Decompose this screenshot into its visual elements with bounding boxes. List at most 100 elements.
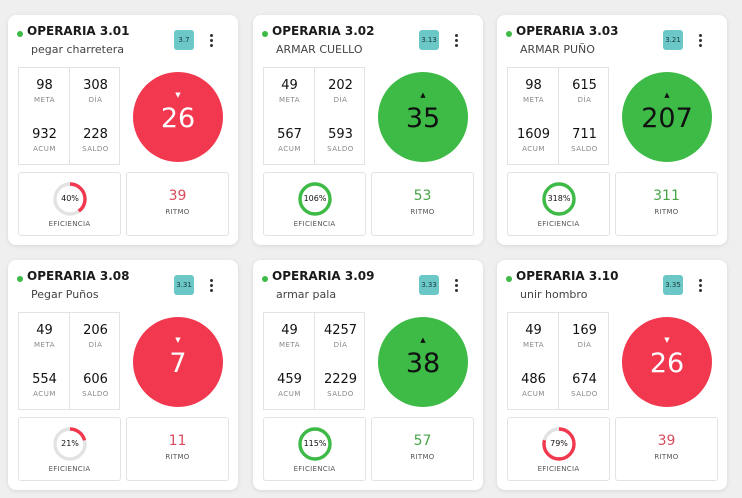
ritmo-value: 39	[657, 433, 676, 449]
acum-value: 1609	[516, 127, 551, 142]
efficiency-box: 106% EFICIENCIA	[263, 172, 366, 236]
saldo-stat: 228 SALDO	[70, 117, 121, 166]
stats-grid: 49 META 169 DÍA 486 ACUM 674 SALDO	[507, 312, 609, 410]
dia-stat: 615 DÍA	[559, 68, 610, 117]
ritmo-box: 57 RITMO	[371, 417, 474, 481]
dia-label: DÍA	[88, 96, 103, 104]
meta-stat: 98 META	[19, 68, 70, 117]
performance-value: 35	[405, 103, 441, 134]
meta-label: META	[34, 341, 55, 349]
performance-circle: ▼ 7	[133, 317, 223, 407]
dia-label: DÍA	[88, 341, 103, 349]
ritmo-label: RITMO	[410, 208, 435, 216]
meta-value: 49	[36, 323, 53, 338]
performance-value: 207	[641, 103, 693, 134]
stats-grid: 98 META 615 DÍA 1609 ACUM 711 SALDO	[507, 67, 609, 165]
efficiency-ring-icon	[542, 427, 576, 461]
ritmo-label: RITMO	[165, 208, 190, 216]
saldo-label: SALDO	[82, 145, 109, 153]
status-dot	[506, 31, 512, 37]
status-dot	[262, 31, 268, 37]
saldo-label: SALDO	[327, 390, 354, 398]
status-dot	[17, 276, 23, 282]
more-options-icon[interactable]	[695, 31, 705, 49]
meta-label: META	[34, 96, 55, 104]
more-options-icon[interactable]	[451, 31, 461, 49]
dia-value: 202	[328, 78, 353, 93]
stats-grid: 49 META 4257 DÍA 459 ACUM 2229 SALDO	[263, 312, 365, 410]
dia-value: 308	[83, 78, 108, 93]
ritmo-box: 39 RITMO	[615, 417, 718, 481]
saldo-label: SALDO	[571, 390, 598, 398]
performance-value: 7	[169, 348, 187, 379]
saldo-label: SALDO	[327, 145, 354, 153]
stats-grid: 98 META 308 DÍA 932 ACUM 228 SALDO	[18, 67, 120, 165]
meta-value: 98	[525, 78, 542, 93]
efficiency-box: 115% EFICIENCIA	[263, 417, 366, 481]
dia-value: 615	[572, 78, 597, 93]
acum-value: 932	[32, 127, 57, 142]
ritmo-label: RITMO	[410, 453, 435, 461]
meta-stat: 98 META	[508, 68, 559, 117]
efficiency-value: 115%	[303, 439, 327, 448]
ritmo-value: 53	[413, 188, 432, 204]
dia-stat: 206 DÍA	[70, 313, 121, 362]
acum-stat: 459 ACUM	[264, 362, 315, 411]
ritmo-label: RITMO	[654, 453, 679, 461]
station-badge: 3.7	[174, 30, 194, 50]
efficiency-box: 21% EFICIENCIA	[18, 417, 121, 481]
performance-circle: ▼ 26	[133, 72, 223, 162]
saldo-stat: 2229 SALDO	[315, 362, 366, 411]
status-dot	[262, 276, 268, 282]
efficiency-label: EFICIENCIA	[293, 465, 336, 473]
meta-stat: 49 META	[264, 68, 315, 117]
efficiency-ring-icon	[53, 182, 87, 216]
performance-circle: ▼ 26	[622, 317, 712, 407]
ritmo-box: 39 RITMO	[126, 172, 229, 236]
acum-value: 567	[277, 127, 302, 142]
dia-value: 206	[83, 323, 108, 338]
meta-stat: 49 META	[19, 313, 70, 362]
ritmo-value: 311	[653, 188, 680, 204]
operator-card: OPERARIA 3.02 ARMAR CUELLO 3.13 49 META …	[253, 15, 483, 245]
saldo-value: 2229	[323, 372, 358, 387]
dia-label: DÍA	[333, 96, 348, 104]
operator-card: OPERARIA 3.10 unir hombro 3.35 49 META 1…	[497, 260, 727, 490]
acum-label: ACUM	[33, 390, 56, 398]
dia-stat: 4257 DÍA	[315, 313, 366, 362]
acum-value: 459	[277, 372, 302, 387]
meta-label: META	[523, 341, 544, 349]
saldo-value: 674	[572, 372, 597, 387]
more-options-icon[interactable]	[206, 276, 216, 294]
saldo-value: 711	[572, 127, 597, 142]
dia-label: DÍA	[577, 96, 592, 104]
more-options-icon[interactable]	[695, 276, 705, 294]
meta-stat: 49 META	[264, 313, 315, 362]
efficiency-box: 40% EFICIENCIA	[18, 172, 121, 236]
meta-value: 49	[281, 323, 298, 338]
task-name: armar pala	[276, 288, 337, 301]
task-name: pegar charretera	[31, 43, 124, 56]
more-options-icon[interactable]	[451, 276, 461, 294]
station-badge: 3.13	[419, 30, 439, 50]
efficiency-value: 106%	[303, 194, 327, 203]
dia-value: 169	[572, 323, 597, 338]
efficiency-box: 318% EFICIENCIA	[507, 172, 610, 236]
saldo-stat: 674 SALDO	[559, 362, 610, 411]
acum-label: ACUM	[278, 390, 301, 398]
ritmo-label: RITMO	[165, 453, 190, 461]
meta-value: 49	[525, 323, 542, 338]
acum-stat: 932 ACUM	[19, 117, 70, 166]
operator-card: OPERARIA 3.08 Pegar Puños 3.31 49 META 2…	[8, 260, 238, 490]
station-badge: 3.31	[174, 275, 194, 295]
operator-card: OPERARIA 3.01 pegar charretera 3.7 98 ME…	[8, 15, 238, 245]
meta-label: META	[279, 341, 300, 349]
more-options-icon[interactable]	[206, 31, 216, 49]
operator-title: OPERARIA 3.10	[516, 269, 619, 283]
performance-value: 26	[649, 348, 685, 379]
acum-value: 554	[32, 372, 57, 387]
efficiency-value: 21%	[61, 439, 79, 448]
trend-arrow-icon: ▼	[664, 336, 670, 344]
saldo-label: SALDO	[571, 145, 598, 153]
acum-stat: 567 ACUM	[264, 117, 315, 166]
